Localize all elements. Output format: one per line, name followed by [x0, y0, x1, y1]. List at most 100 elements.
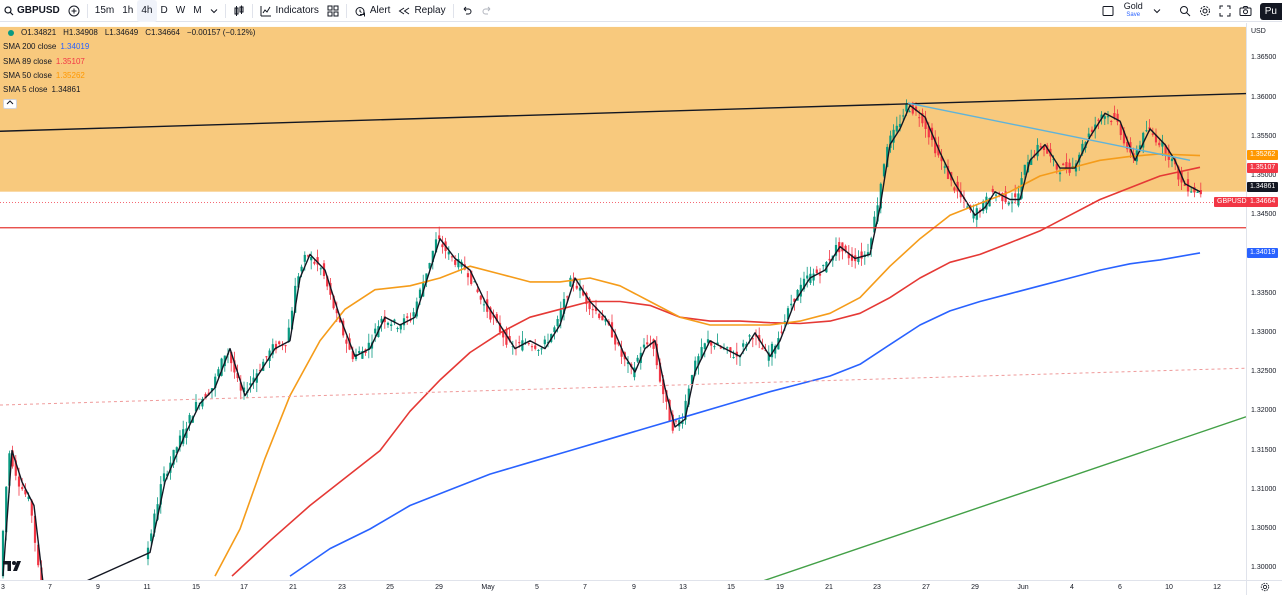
candle-body: [1020, 178, 1023, 199]
candle-body: [454, 260, 457, 265]
candle-body: [156, 504, 159, 520]
candle-body: [988, 198, 991, 207]
replay-button[interactable]: Replay: [394, 0, 449, 22]
snapshot-button[interactable]: [1235, 0, 1256, 22]
price-tick-label: 1.31000: [1251, 485, 1277, 493]
time-tick-label: 12: [1213, 584, 1221, 591]
candle-body: [828, 258, 831, 261]
candle-body: [1087, 133, 1090, 138]
trendline-upper: [0, 92, 1246, 132]
candle-body: [559, 310, 562, 322]
settings-button[interactable]: [1195, 0, 1215, 22]
price-tick-label: 1.33500: [1251, 289, 1277, 297]
candle-body: [793, 298, 796, 302]
divider: [345, 3, 347, 18]
candle-body: [172, 449, 175, 465]
candle-body: [1065, 162, 1068, 170]
timeframe-w[interactable]: W: [172, 0, 189, 22]
candle-body: [338, 317, 342, 323]
redo-button[interactable]: [477, 0, 497, 22]
candle-body: [985, 196, 988, 210]
candle-body: [498, 322, 502, 332]
indicator-sma5[interactable]: SMA 5 close 1.34861: [3, 83, 258, 97]
timeframe-d[interactable]: D: [157, 0, 172, 22]
symbol-search[interactable]: GBPUSD: [0, 0, 64, 22]
indicator-sma50[interactable]: SMA 50 close 1.35262: [3, 69, 258, 83]
indicator-label: SMA 200 close: [3, 42, 57, 52]
indicators-button[interactable]: Indicators: [256, 0, 323, 22]
time-tick-label: 25: [386, 584, 394, 591]
sma50-line: [214, 153, 1201, 577]
layout-name[interactable]: Gold Save: [1118, 2, 1149, 20]
candle-body: [326, 276, 329, 287]
candle-body: [953, 187, 956, 191]
candle-body: [166, 473, 169, 477]
candle-body: [396, 327, 399, 330]
candle-body: [508, 335, 511, 341]
time-axis[interactable]: 3 7 9 11 15 17 21 23 25 29 May 5 7 9 13 15 19 21 23 27 29 Jun…: [0, 580, 1246, 595]
timeframe-m[interactable]: M: [189, 0, 205, 22]
candle-body: [598, 313, 601, 319]
candle-body: [1, 530, 5, 577]
indicator-sma89[interactable]: SMA 89 close 1.35107: [3, 55, 258, 69]
time-tick-label: 9: [96, 584, 100, 591]
grid-icon: [327, 5, 339, 17]
fullscreen-button[interactable]: [1215, 0, 1235, 22]
candle-body: [927, 126, 930, 138]
candle-body: [457, 259, 460, 268]
undo-button[interactable]: [457, 0, 477, 22]
indicator-value: 1.34861: [51, 85, 81, 95]
candle-body: [438, 235, 441, 240]
candle-body: [489, 307, 492, 320]
candle-body: [380, 318, 383, 323]
fullscreen-icon: [1219, 5, 1231, 17]
legend-collapse-button[interactable]: [3, 99, 17, 110]
candle-body: [729, 347, 732, 353]
layouts-button[interactable]: [323, 0, 343, 22]
price-axis[interactable]: USD 1.36500 1.36000 1.35500 1.35000 1.34500 1…: [1246, 23, 1282, 580]
top-toolbar: GBPUSD 15m 1h 4h D W M Indicators Alert: [0, 0, 1282, 22]
chart-pane[interactable]: [0, 23, 1246, 580]
candle-body: [204, 393, 207, 398]
layout-dropdown[interactable]: [1149, 0, 1165, 22]
timeframe-15m[interactable]: 15m: [91, 0, 118, 22]
candle-body: [790, 303, 793, 306]
candle-body: [284, 345, 287, 347]
timeframe-dropdown[interactable]: [206, 0, 222, 22]
candle-body: [1199, 190, 1202, 195]
candle-body: [470, 270, 473, 284]
quick-search-button[interactable]: [1175, 0, 1195, 22]
layout-checkbox[interactable]: [1098, 0, 1118, 22]
candle-body: [636, 357, 639, 362]
candle-body: [1190, 191, 1193, 193]
candle-body: [393, 319, 396, 322]
indicator-value: 1.34019: [60, 42, 90, 52]
candle-body: [697, 356, 700, 366]
price-badge: 1.34664: [1247, 197, 1279, 208]
compare-button[interactable]: [64, 0, 84, 22]
candle-body: [1103, 116, 1106, 119]
publish-button[interactable]: Pu: [1259, 2, 1282, 20]
candle-body: [390, 324, 393, 326]
alert-button[interactable]: Alert: [350, 0, 395, 22]
chart-type-button[interactable]: [229, 0, 249, 22]
candle-body: [265, 356, 268, 358]
timeframe-1h[interactable]: 1h: [118, 0, 137, 22]
axis-settings[interactable]: [1246, 580, 1282, 595]
candle-body: [706, 339, 710, 343]
candle-body: [1177, 166, 1180, 180]
timeframe-4h[interactable]: 4h: [137, 0, 157, 22]
candle-body: [751, 338, 754, 340]
candle-body: [21, 487, 24, 490]
indicator-sma200[interactable]: SMA 200 close 1.34019: [3, 40, 258, 54]
candle-body: [982, 201, 985, 212]
timeframe-label: D: [160, 5, 168, 16]
candle-body: [30, 500, 33, 516]
candle-body: [626, 362, 630, 364]
candle-body: [892, 129, 895, 143]
candle-body: [1100, 114, 1103, 119]
candle-body: [742, 343, 745, 347]
candle-body: [642, 344, 646, 348]
layout-save-status: Save: [1126, 12, 1141, 18]
candle-body: [450, 256, 454, 258]
